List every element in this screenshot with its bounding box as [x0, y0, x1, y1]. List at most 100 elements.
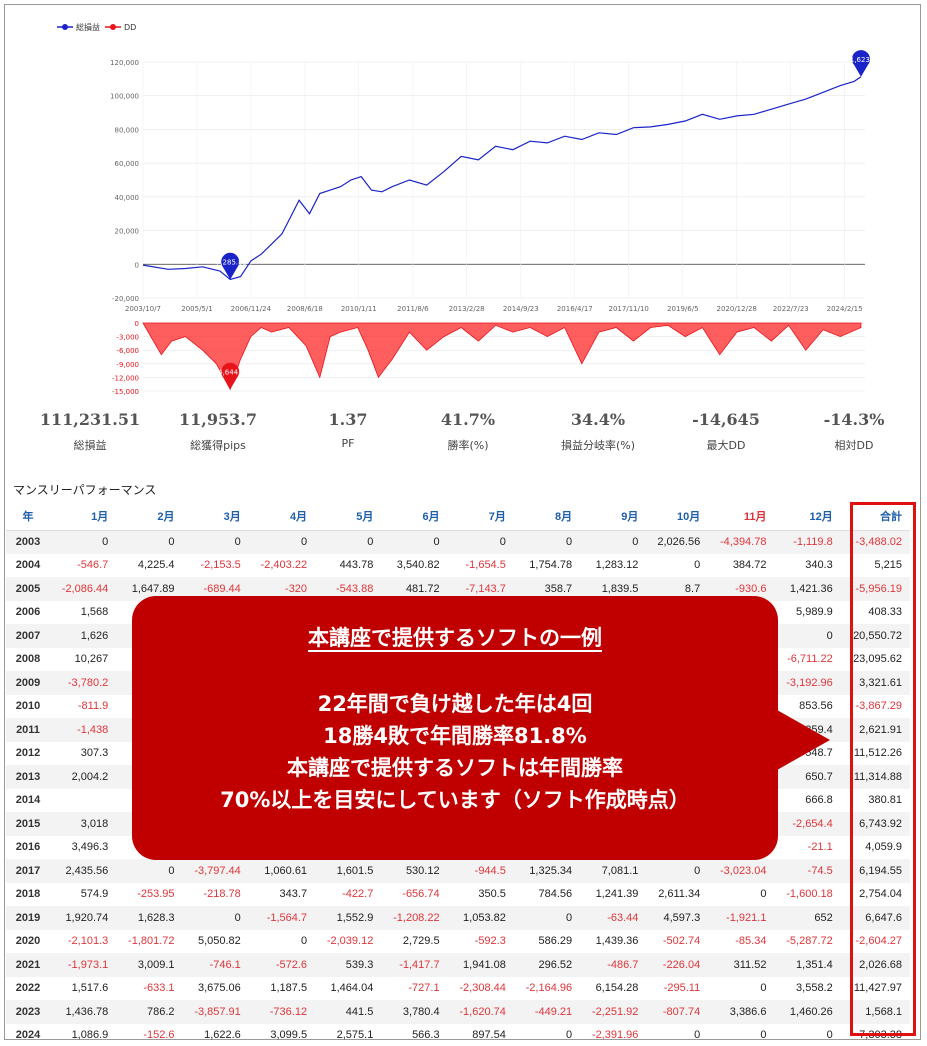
- value-cell: 3,009.1: [116, 953, 183, 977]
- year-cell: 2015: [6, 812, 50, 836]
- table-row: 2004 -546.7 4,225.4 -2,153.5 -2,403.22 443.78…: [6, 554, 910, 578]
- column-header: 10月: [646, 502, 709, 531]
- value-cell: -3,488.02: [840, 530, 910, 554]
- value-cell: -3,780.2: [50, 671, 117, 695]
- table-header-row: 年 1月 2月 3月 4月 5月 6月 7月 8月 9月 10月 11月 12月 合計: [6, 502, 910, 531]
- year-cell: 2004: [15, 559, 41, 572]
- equity-and-dd-chart: 総損益 DD 120,000 100,000 80,000 60,000 40,000 20,…: [57, 22, 881, 396]
- year-cell: 2006: [15, 606, 41, 619]
- table-row: 2017 2,435.56 0 -3,797.44 1,060.61 1,601.5 530…: [6, 859, 910, 883]
- x-tick-label: 2016/4/17: [557, 305, 593, 313]
- dd-y-tick-label: -15,000: [112, 388, 139, 396]
- value-cell: 0: [315, 530, 382, 554]
- value-cell: 897.54: [472, 1029, 506, 1042]
- year-cell: 2019: [6, 906, 50, 930]
- value-cell: -944.5: [447, 859, 514, 883]
- legend-dot-equity: [62, 24, 68, 30]
- value-cell: 0: [694, 1029, 701, 1042]
- value-cell: 481.72: [381, 577, 448, 601]
- value-cell: -422.7: [342, 888, 374, 901]
- value-cell: 784.56: [538, 888, 573, 901]
- value-cell: 5,989.9: [796, 606, 833, 619]
- value-cell: 1,241.39: [595, 888, 639, 901]
- value-cell: 3,321.61: [840, 671, 910, 695]
- value-cell: 0: [513, 906, 581, 930]
- value-cell: 0: [513, 530, 581, 554]
- value-cell: 586.29: [538, 935, 573, 948]
- value-cell: 0: [694, 559, 701, 572]
- year-cell: 2009: [6, 671, 50, 695]
- year-cell: 2018: [15, 888, 41, 901]
- dd-y-tick-label: -3,000: [116, 334, 139, 342]
- value-cell: 3,675.06: [197, 982, 241, 995]
- dd-marker-pin: [221, 362, 240, 390]
- value-cell: 340.3: [805, 559, 833, 572]
- value-cell: 0: [760, 888, 767, 901]
- x-tick-label: 2006/11/24: [231, 305, 272, 313]
- y-tick-label: -20,000: [112, 295, 139, 303]
- x-tick-label: 2017/11/10: [609, 305, 649, 313]
- value-cell: 1,351.4: [774, 953, 841, 977]
- value-cell: 566.3: [412, 1029, 440, 1042]
- table-row: 2014 666.8 380.81: [6, 789, 910, 813]
- value-cell: -2,153.5: [200, 559, 241, 572]
- table-row: 2024 1,086.9 -152.6 1,622.6 3,099.5 2,575.1 56…: [6, 1024, 910, 1046]
- value-cell: 1,839.5: [580, 577, 647, 601]
- value-cell: 0: [826, 1029, 833, 1042]
- y-tick-label: 60,000: [115, 160, 140, 168]
- value-cell: 539.3: [315, 953, 382, 977]
- value-cell: -2,086.44: [50, 577, 117, 601]
- column-header: 4月: [248, 502, 316, 531]
- value-cell: 350.5: [478, 888, 506, 901]
- equity-marker-pin: [221, 252, 240, 280]
- value-cell: -295.11: [663, 982, 701, 995]
- value-cell: 3,540.82: [396, 559, 440, 572]
- value-cell: -1,973.1: [50, 953, 117, 977]
- value-cell: 1,568.1: [840, 1000, 910, 1024]
- stat-max-dd: -14,645 最大DD: [661, 410, 791, 453]
- value-cell: 358.7: [513, 577, 581, 601]
- value-cell: 408.33: [868, 606, 902, 619]
- value-cell: 5,050.82: [197, 935, 241, 948]
- dd-marker-label: -14,644.61: [211, 368, 249, 376]
- value-cell: -572.6: [248, 953, 316, 977]
- value-cell: 652: [774, 906, 841, 930]
- column-header: 年: [6, 502, 50, 531]
- callout-line: 18勝4敗で年間勝率81.8%: [323, 724, 587, 748]
- value-cell: 441.5: [315, 1000, 382, 1024]
- value-cell: -3,023.04: [708, 859, 775, 883]
- stat-win-rate: 41.7% 勝率(%): [403, 410, 533, 453]
- value-cell: 1,283.12: [595, 559, 639, 572]
- dd-y-tick-label: -12,000: [112, 374, 139, 382]
- value-cell: 380.81: [868, 794, 902, 807]
- value-cell: 2,004.2: [50, 765, 117, 789]
- value-cell: -1,921.1: [708, 906, 775, 930]
- stat-label: 総損益: [73, 439, 107, 452]
- column-header: 8月: [513, 502, 581, 531]
- stat-label: 勝率(%): [447, 439, 489, 452]
- y-tick-label: 100,000: [110, 93, 139, 101]
- year-cell: 2024: [15, 1029, 41, 1042]
- stat-total-pips: 11,953.7 総獲得pips: [153, 410, 283, 453]
- value-cell: -2,164.96: [525, 982, 573, 995]
- value-cell: 1,601.5: [315, 859, 382, 883]
- column-header: 12月: [774, 502, 841, 531]
- year-cell: 2013: [6, 765, 50, 789]
- stat-relative-dd: -14.3% 相対DD: [789, 410, 919, 453]
- column-header: 1月: [50, 502, 117, 531]
- x-tick-label: 2011/8/6: [397, 305, 429, 313]
- stat-breakeven-rate: 34.4% 損益分岐率(%): [533, 410, 663, 453]
- equity-marker-pin: [852, 50, 870, 77]
- year-cell: 2005: [6, 577, 50, 601]
- y-tick-label: 0: [135, 261, 139, 269]
- value-cell: -746.1: [182, 953, 249, 977]
- value-cell: -1,119.8: [774, 530, 841, 554]
- value-cell: 443.78: [339, 559, 374, 572]
- value-cell: 0: [774, 624, 841, 648]
- column-header: 11月: [708, 502, 775, 531]
- value-cell: 3,099.5: [270, 1029, 308, 1042]
- x-tick-label: 2005/5/1: [181, 305, 212, 313]
- x-tick-label: 2019/6/5: [667, 305, 698, 313]
- value-cell: 7,081.1: [580, 859, 647, 883]
- value-cell: -449.21: [513, 1000, 581, 1024]
